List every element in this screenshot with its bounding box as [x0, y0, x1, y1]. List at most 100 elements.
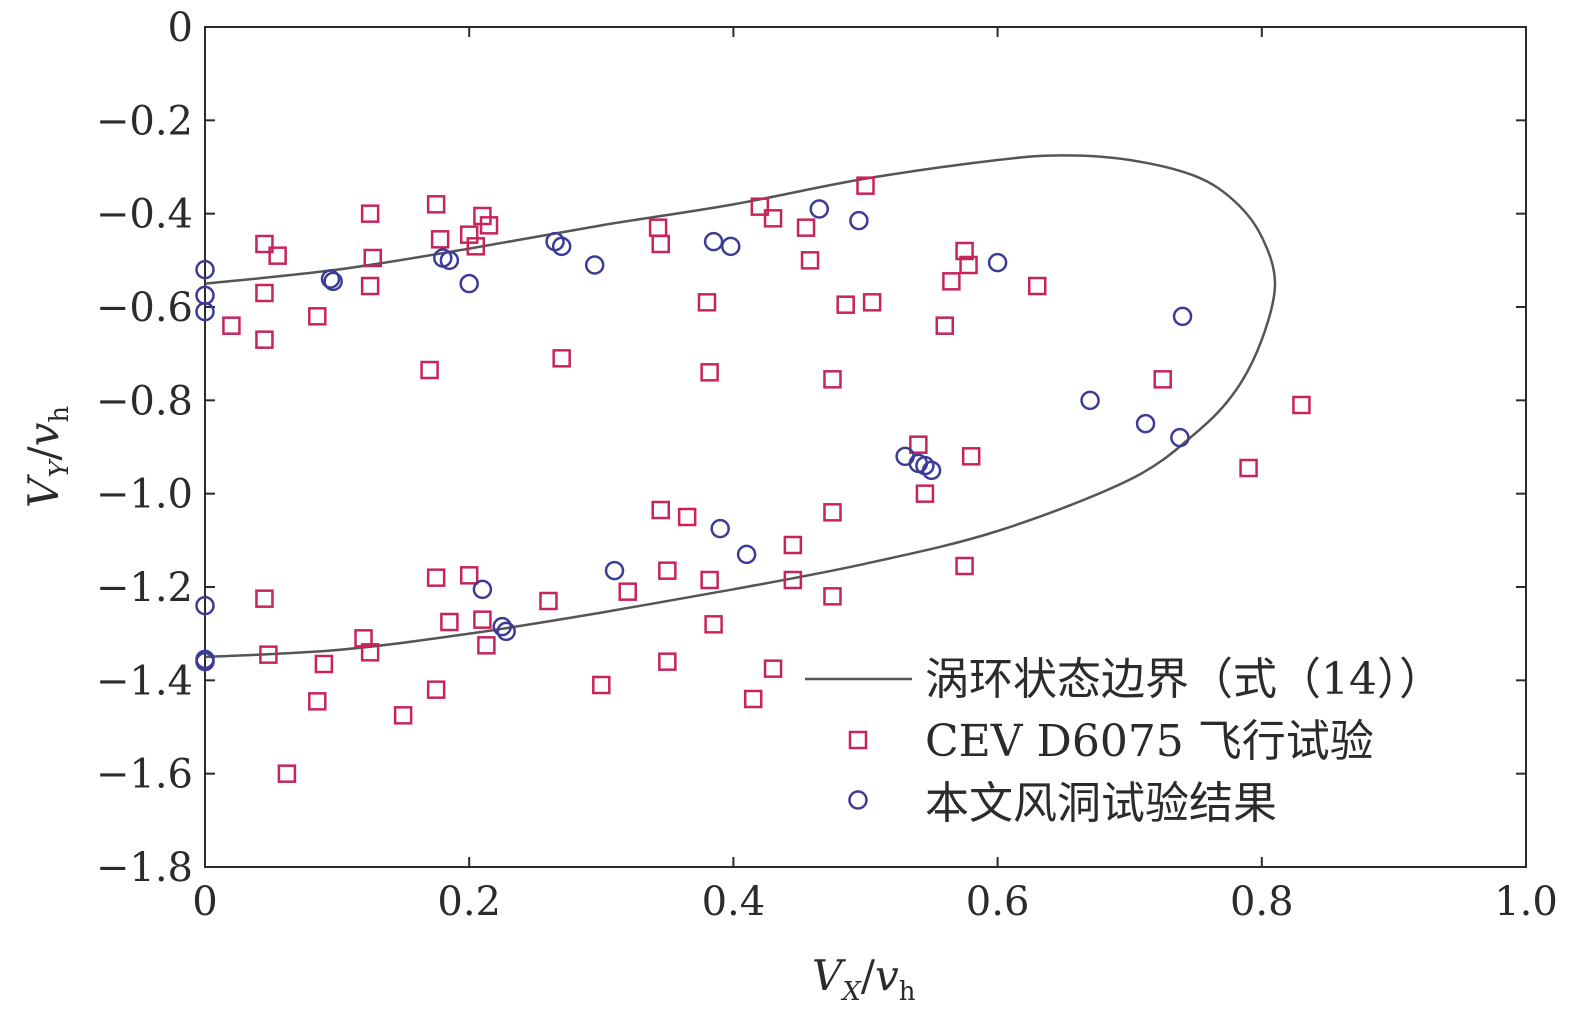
x-label-sep: / [861, 951, 876, 1000]
wind-tunnel-point [195, 259, 215, 280]
legend-label-tunnel: 本文风洞试验结果 [925, 778, 1277, 829]
flight-test-point [259, 645, 278, 664]
wind-tunnel-point [736, 544, 757, 565]
wind-tunnel-point [1172, 306, 1193, 327]
flight-test-point [700, 570, 719, 590]
flight-test-point [426, 680, 446, 699]
plot-frame [204, 26, 1527, 868]
y-tick-label: −1.4 [96, 658, 193, 704]
flight-test-point [677, 507, 697, 527]
wind-tunnel-point [439, 250, 460, 271]
y-tick-label: −0.6 [96, 285, 193, 331]
flight-test-point [255, 283, 274, 303]
wind-tunnel-point [551, 236, 572, 257]
y-label-denom-sub: h [45, 406, 75, 423]
flight-test-point [255, 589, 274, 608]
wind-tunnel-point [721, 236, 741, 257]
wind-tunnel-point [492, 616, 512, 637]
flight-test-point [763, 659, 783, 678]
y-label-sep: / [19, 445, 68, 460]
x-axis-label: VX/vh [812, 951, 916, 1007]
flight-test-point [308, 692, 327, 711]
flight-test-point [268, 246, 287, 265]
wind-tunnel-point [195, 595, 215, 616]
legend-label-boundary: 涡环状态边界（式（14）） [925, 654, 1443, 705]
flight-test-point [823, 587, 842, 606]
flight-test-point [1292, 395, 1311, 415]
flight-test-point [363, 248, 383, 268]
wind-tunnel-point [703, 231, 724, 252]
flight-test-point [823, 370, 842, 389]
flight-test-point [255, 234, 274, 254]
x-tick-label: 0.6 [966, 879, 1030, 925]
legend: 涡环状态边界（式（14）） CEV D6075 飞行试验 本文风洞试验结果 [805, 654, 1443, 829]
wind-tunnel-point [1080, 390, 1100, 411]
flight-test-point [935, 316, 955, 335]
x-tick-label: 0.4 [702, 879, 766, 925]
legend-label-flight: CEV D6075 飞行试验 [925, 716, 1374, 767]
boundary-curve-layer [204, 154, 1277, 659]
flight-test-point [800, 251, 820, 270]
wind-tunnel-point [320, 269, 341, 289]
wind-tunnel-point [921, 460, 942, 481]
wind-tunnel-point [710, 518, 730, 539]
flight-test-point [440, 612, 459, 632]
flight-test-point [862, 293, 882, 312]
y-label-sub: Y [45, 458, 75, 478]
flight-test-point [459, 225, 479, 244]
flight-test-point [459, 566, 479, 585]
flight-test-point [420, 360, 439, 380]
wind-tunnel-point [809, 199, 830, 219]
x-label-sub: X [840, 977, 862, 1007]
flight-test-point [1239, 458, 1258, 478]
y-axis-ticks: 0 −0.2 −0.4 −0.6 −0.8 −1.0 −1.2 −1.4 −1.6 −1.8 [96, 5, 1526, 891]
flight-test-point [823, 503, 842, 522]
x-axis-ticks: 0 0.2 0.4 0.6 0.8 1.0 [192, 27, 1558, 925]
x-label-denom: v [875, 951, 899, 1000]
flight-test-point [430, 230, 450, 249]
wind-tunnel-point [1170, 427, 1190, 448]
y-label-denom: v [19, 422, 68, 446]
flight-test-point [942, 272, 961, 291]
wind-tunnel-point [195, 301, 215, 322]
y-tick-label: −0.8 [96, 378, 193, 424]
flight-test-point [783, 570, 803, 590]
wind-tunnel-point [496, 621, 516, 642]
flight-test-point [697, 293, 717, 312]
wind-tunnel-point [459, 273, 479, 294]
flight-test-point [360, 643, 380, 662]
flight-test-point [704, 615, 723, 634]
flight-test-point [796, 218, 816, 237]
y-tick-label: −1.2 [96, 565, 193, 611]
wind-tunnel-point [195, 651, 215, 672]
flight-test-point [539, 591, 558, 611]
legend-item-tunnel: 本文风洞试验结果 [848, 778, 1277, 829]
flight-test-point [1027, 276, 1047, 296]
wind-tunnel-points [195, 199, 1193, 672]
legend-square-symbol [848, 730, 868, 750]
flight-test-point [360, 276, 380, 296]
flight-test-point [466, 237, 486, 256]
y-axis-label: VY/vh [19, 406, 75, 508]
wind-tunnel-point [323, 271, 343, 292]
flight-test-point [222, 316, 241, 335]
flight-test-point [618, 582, 637, 601]
flight-test-point [477, 636, 496, 655]
flight-test-point [648, 218, 668, 237]
flight-test-point [856, 176, 875, 195]
flight-test-point [360, 204, 380, 223]
y-tick-label: −0.2 [96, 98, 193, 144]
wind-tunnel-point [987, 252, 1008, 273]
x-tick-label: 1.0 [1494, 879, 1558, 925]
flight-test-point [915, 484, 935, 503]
flight-test-point [308, 307, 327, 326]
y-tick-label: −1.8 [96, 845, 193, 891]
legend-item-boundary: 涡环状态边界（式（14）） [805, 654, 1443, 705]
x-label-main: V [812, 951, 846, 1000]
boundary-curve [204, 154, 1277, 659]
flight-test-point [743, 689, 763, 709]
y-tick-label: 0 [168, 5, 193, 51]
x-label-denom-sub: h [899, 977, 916, 1007]
y-tick-label: −1.6 [96, 752, 193, 798]
x-tick-label: 0 [192, 879, 217, 925]
